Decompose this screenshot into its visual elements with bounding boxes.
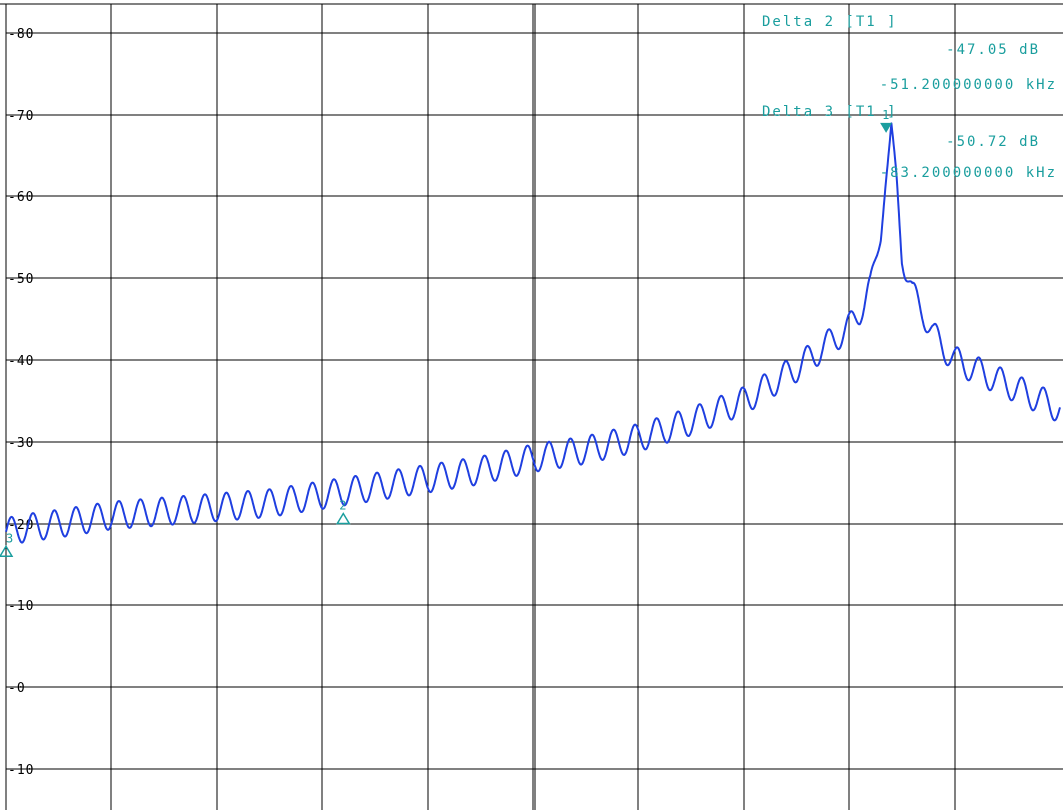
y-tick-label: -60 [8,190,34,205]
trace-line [5,122,1061,544]
y-tick-label: -70 [8,109,34,124]
delta3-title: Delta 3 [T1 ] [762,104,898,120]
delta3-level: -50.72 dB [946,134,1040,150]
delta3-freq: -83.200000000 kHz [880,165,1057,181]
marker-1-symbol [880,122,893,133]
y-tick-label: -50 [8,272,34,287]
delta2-freq: -51.200000000 kHz [880,77,1057,93]
delta2-level: -47.05 dB [946,42,1040,58]
marker-2-label: 2 [339,499,346,513]
marker-3-label: 3 [6,531,13,545]
y-tick-label: -30 [8,436,34,451]
y-tick-label: -0 [8,681,26,696]
marker-3-symbol [0,544,14,558]
y-tick-label: -10 [8,763,34,778]
delta2-title: Delta 2 [T1 ] [762,14,898,30]
marker-2-symbol [335,512,351,525]
y-tick-label: -10 [8,599,34,614]
grid [0,3,1063,810]
marker-points: 1 2 3 [0,108,893,558]
y-tick-label: -80 [8,27,34,42]
marker-1-label: 1 [882,108,889,122]
marker-readout: Delta 2 [T1 ] -47.05 dB -51.200000000 kH… [762,14,1057,181]
y-tick-label: -40 [8,354,34,369]
